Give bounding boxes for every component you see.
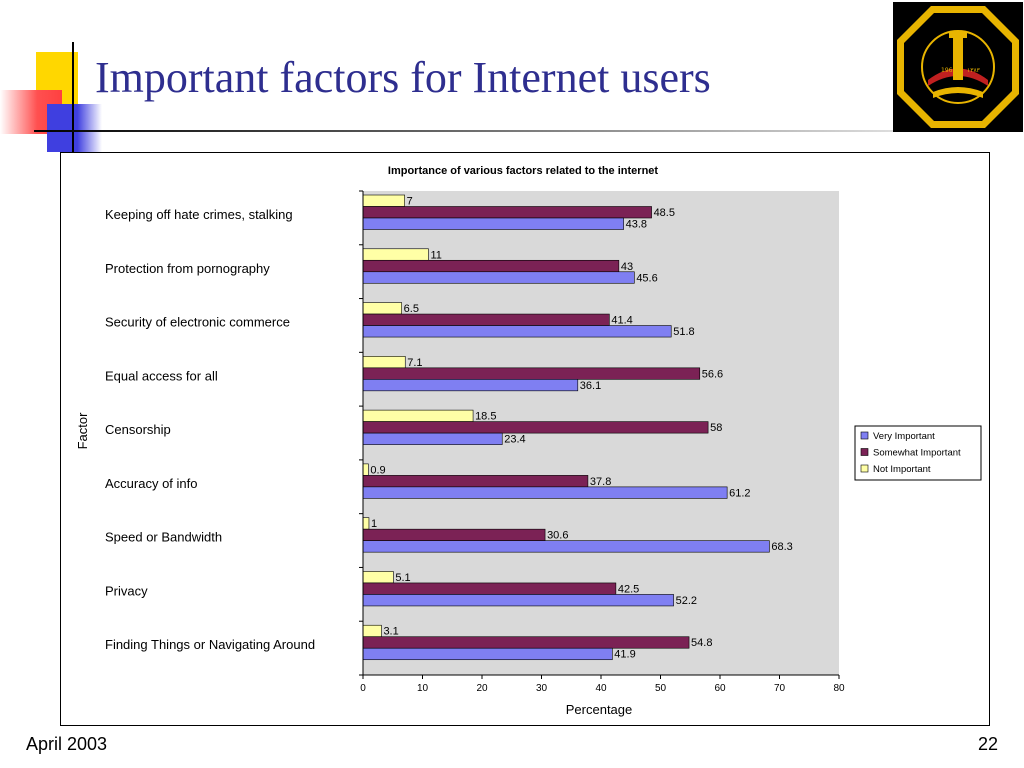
- chart-frame: Importance of various factors related to…: [60, 152, 990, 726]
- bar: [362, 217, 624, 230]
- bar: [362, 194, 405, 207]
- university-logo: 1963 ١٣٨٣: [893, 2, 1023, 132]
- bar: [362, 325, 672, 338]
- logo-year-left: 1963: [941, 67, 956, 74]
- bar: [362, 517, 370, 530]
- x-tick-label: 10: [417, 683, 429, 694]
- x-tick-label: 0: [360, 683, 366, 694]
- data-label: 7: [407, 196, 413, 208]
- bar: [362, 367, 701, 380]
- data-label: 61.2: [729, 487, 750, 499]
- data-label: 18.5: [475, 411, 496, 423]
- data-label: 43: [621, 261, 633, 273]
- legend-label: Somewhat Important: [873, 448, 961, 459]
- bar: [362, 624, 382, 638]
- bar: [362, 302, 402, 315]
- bar: [362, 582, 617, 595]
- category-label: Accuracy of info: [105, 476, 198, 491]
- y-axis-label: Factor: [75, 412, 90, 450]
- data-label: 41.9: [614, 649, 635, 661]
- x-tick-label: 70: [774, 683, 786, 694]
- chart-legend: Very Important Somewhat Important Not Impo…: [854, 425, 982, 481]
- page-number: 22: [977, 734, 998, 754]
- category-label: Privacy: [105, 583, 148, 598]
- x-tick-label: 50: [655, 683, 667, 694]
- data-label: 41.4: [611, 315, 632, 327]
- data-label: 51.8: [673, 326, 694, 338]
- data-label: 56.6: [702, 368, 723, 380]
- data-label: 43.8: [626, 219, 647, 231]
- bar: [362, 594, 674, 607]
- bar: [362, 271, 635, 284]
- x-axis-label: Percentage: [566, 702, 633, 717]
- data-label: 7.1: [407, 357, 422, 369]
- data-label: 42.5: [618, 583, 639, 595]
- data-label: 68.3: [771, 541, 792, 553]
- x-tick-label: 60: [714, 683, 726, 694]
- data-label: 58: [710, 422, 722, 434]
- category-label: Speed or Bandwidth: [105, 530, 222, 545]
- slide-title: Important factors for Internet users: [95, 53, 711, 102]
- bar: [362, 540, 770, 553]
- data-label: 52.2: [676, 595, 697, 607]
- data-label: 37.8: [590, 476, 611, 488]
- legend-swatch: [860, 448, 869, 456]
- x-tick-label: 20: [476, 683, 488, 694]
- bar: [362, 636, 690, 649]
- data-label: 54.8: [691, 637, 712, 649]
- chart-title: Importance of various factors related to…: [388, 165, 659, 177]
- legend-label: Not Important: [873, 464, 931, 475]
- category-label: Security of electronic commerce: [105, 315, 290, 330]
- deco-vertical-line: [72, 42, 74, 154]
- footer-date: April 2003: [26, 734, 108, 754]
- category-label: Protection from pornography: [105, 261, 270, 276]
- bar: [362, 421, 709, 434]
- bar: [362, 647, 613, 661]
- x-tick-label: 40: [595, 683, 607, 694]
- bar: [362, 571, 394, 584]
- bar-chart: Importance of various factors related to…: [75, 165, 982, 717]
- bar: [362, 409, 474, 422]
- bar: [362, 248, 429, 261]
- legend-label: Very Important: [873, 431, 935, 442]
- data-label: 23.4: [504, 434, 525, 446]
- bar: [362, 432, 503, 445]
- x-tick-label: 30: [536, 683, 548, 694]
- data-label: 48.5: [654, 207, 675, 219]
- data-label: 3.1: [383, 626, 398, 638]
- data-label: 1: [371, 518, 377, 530]
- legend-swatch: [860, 431, 869, 440]
- logo-year-right: ١٣٨٣: [967, 67, 981, 74]
- x-tick-label: 80: [833, 683, 845, 694]
- bar: [362, 259, 620, 273]
- category-label: Equal access for all: [105, 368, 218, 383]
- data-label: 6.5: [404, 303, 419, 315]
- bar: [362, 206, 652, 219]
- category-label: Censorship: [105, 422, 171, 437]
- bar: [362, 486, 728, 499]
- bar: [362, 528, 546, 541]
- bar: [362, 475, 589, 488]
- data-label: 36.1: [580, 380, 601, 392]
- bar: [362, 313, 610, 326]
- data-label: 30.6: [547, 530, 568, 542]
- legend-box: [854, 425, 982, 481]
- bar: [362, 379, 579, 392]
- legend-swatch: [860, 464, 869, 473]
- bar: [362, 463, 369, 476]
- category-label: Finding Things or Navigating Around: [105, 637, 315, 652]
- deco-blue-square: [47, 104, 102, 152]
- data-label: 45.6: [636, 272, 657, 284]
- data-label: 0.9: [370, 464, 385, 476]
- deco-horizontal-line: [34, 130, 894, 132]
- data-label: 5.1: [395, 572, 410, 584]
- data-label: 11: [430, 249, 441, 261]
- bar: [362, 356, 406, 369]
- category-label: Keeping off hate crimes, stalking: [105, 207, 293, 222]
